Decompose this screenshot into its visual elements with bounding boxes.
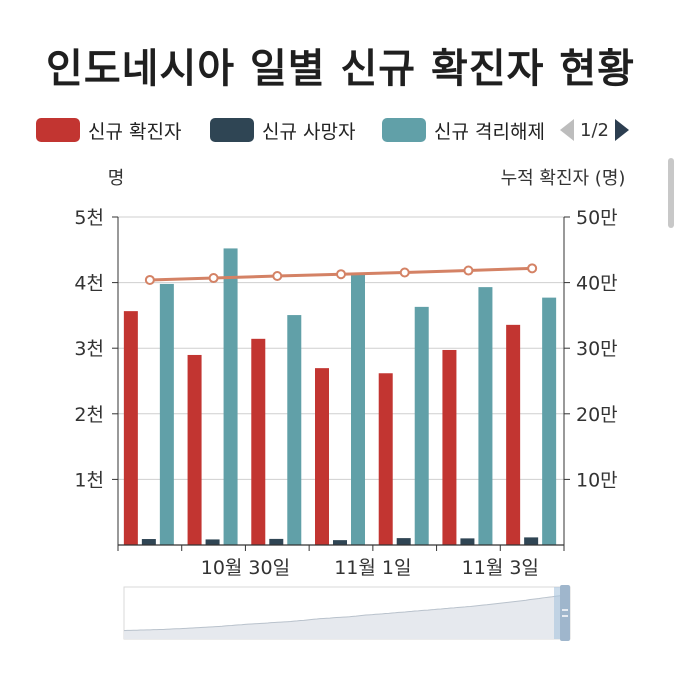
bar-new-recovered (414, 306, 429, 545)
legend-item-new-recovered[interactable]: 신규 격리해제 (382, 110, 544, 150)
legend: 신규 확진자 신규 사망자 신규 격리해제 1/2 (36, 110, 681, 150)
chart-title: 인도네시아 일별 신규 확진자 현황 (46, 46, 635, 92)
legend-label-new-deaths: 신규 사망자 (262, 120, 356, 143)
cumulative-cases-point (144, 274, 155, 285)
cumulative-cases-point (272, 270, 283, 281)
y-left-tick-label: 3천 (74, 338, 104, 360)
y-left-tick-label: 5천 (74, 207, 104, 229)
bar-new-deaths (269, 538, 284, 545)
bar-new-cases (378, 373, 393, 545)
legend-pager: 1/2 (560, 110, 629, 150)
legend-label-new-cases: 신규 확진자 (88, 120, 182, 143)
bar-new-deaths (141, 539, 156, 545)
x-tick-label: 11월 3일 (462, 557, 539, 579)
x-tick-label: 10월 30일 (201, 557, 290, 579)
y-left-tick-label: 1천 (74, 469, 104, 491)
y-right-tick-label: 40만 (576, 273, 618, 295)
cumulative-cases-point (208, 273, 219, 284)
legend-item-new-cases[interactable]: 신규 확진자 (36, 110, 181, 150)
bar-new-recovered (287, 315, 302, 545)
legend-next-page-icon[interactable] (614, 119, 629, 141)
bar-new-cases (315, 368, 329, 545)
zoom-handle (560, 585, 570, 641)
bar-new-deaths (205, 539, 220, 545)
bars-layer (123, 248, 557, 545)
bar-new-cases (187, 354, 202, 545)
legend-swatch-new-cases (36, 118, 80, 142)
bar-new-recovered (478, 287, 493, 545)
data-zoom-slider[interactable] (123, 585, 571, 641)
legend-swatch-new-deaths (210, 118, 254, 142)
y-left-tick-label: 2천 (74, 404, 104, 426)
legend-swatch-new-recovered (382, 118, 426, 142)
zoom-preview-line (123, 594, 563, 632)
cumulative-cases-point (336, 269, 346, 280)
bar-new-cases (442, 349, 457, 545)
bar-new-deaths (524, 537, 539, 545)
legend-label-new-recovered: 신규 격리해제 (434, 120, 544, 143)
y-right-tick-label: 50만 (576, 207, 618, 229)
cumulative-line-layer (144, 263, 538, 285)
bar-new-recovered (542, 297, 557, 545)
y-left-tick-label: 4천 (74, 273, 104, 295)
cumulative-cases-point (463, 265, 474, 276)
cumulative-cases-point (399, 267, 410, 278)
bar-new-recovered (159, 283, 174, 545)
bar-new-deaths (460, 538, 475, 545)
bar-new-cases (123, 311, 138, 545)
bar-new-recovered (351, 272, 365, 545)
legend-page-indicator: 1/2 (580, 119, 609, 141)
y-axis-right-label: 누적 확진자 (명) (501, 168, 626, 189)
page-scrollbar[interactable] (668, 158, 674, 228)
cumulative-cases-point (527, 263, 538, 274)
bar-new-recovered (223, 248, 238, 545)
bar-new-deaths (396, 538, 411, 545)
bar-new-cases (506, 324, 521, 545)
y-right-tick-label: 30만 (576, 338, 618, 360)
legend-prev-page-icon[interactable] (560, 119, 574, 141)
x-tick-label: 11월 1일 (334, 557, 411, 579)
grid-layer (118, 216, 564, 480)
bar-new-cases (251, 338, 266, 545)
y-right-tick-label: 20만 (576, 404, 618, 426)
legend-item-new-deaths[interactable]: 신규 사망자 (210, 110, 355, 150)
y-right-tick-label: 10만 (576, 469, 618, 491)
bar-new-deaths (333, 540, 347, 545)
y-axis-left-label: 명 (108, 168, 125, 189)
axes-layer: 1천 2천 3천 4천 5천 10만 20만 30만 40만 50만 10월 30일 11월 1일 11… (74, 207, 617, 579)
